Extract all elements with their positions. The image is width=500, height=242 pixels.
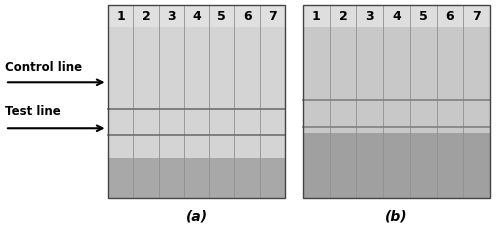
Text: 7: 7 (472, 9, 481, 23)
Text: 6: 6 (243, 9, 252, 23)
Bar (108, 5, 285, 27)
Bar (303, 133, 490, 198)
Bar (108, 5, 285, 198)
Bar (303, 5, 490, 198)
Text: 4: 4 (392, 9, 401, 23)
Bar (108, 158, 285, 198)
Text: 5: 5 (419, 9, 428, 23)
Text: (b): (b) (385, 209, 408, 223)
Text: 7: 7 (268, 9, 276, 23)
Text: 2: 2 (338, 9, 347, 23)
Text: 1: 1 (116, 9, 125, 23)
Bar (303, 27, 490, 198)
Text: (a): (a) (186, 209, 208, 223)
Text: Control line: Control line (5, 61, 82, 74)
Text: 2: 2 (142, 9, 150, 23)
Text: 3: 3 (366, 9, 374, 23)
Text: Test line: Test line (5, 105, 61, 118)
Bar (303, 5, 490, 27)
Text: 4: 4 (192, 9, 201, 23)
Bar (108, 27, 285, 198)
Text: 1: 1 (312, 9, 320, 23)
Text: 3: 3 (167, 9, 175, 23)
Text: 5: 5 (218, 9, 226, 23)
Text: 6: 6 (446, 9, 454, 23)
